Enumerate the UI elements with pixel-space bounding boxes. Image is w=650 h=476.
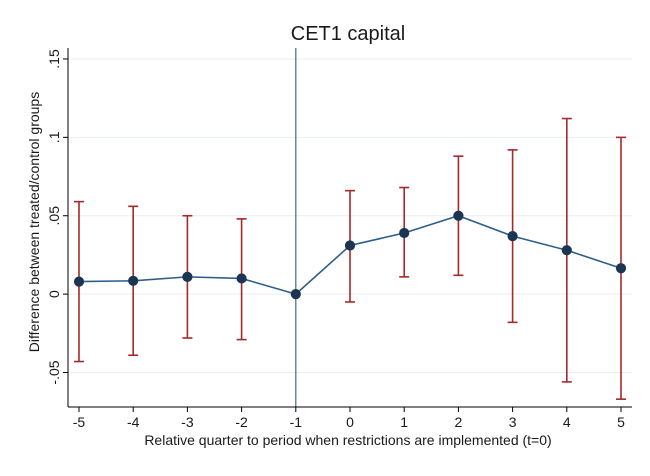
y-tick-label: .15 <box>46 49 62 69</box>
y-axis-title: Difference between treated/control group… <box>26 92 42 352</box>
data-point <box>453 210 464 221</box>
x-tick-label: 0 <box>346 414 354 430</box>
y-tick-label: .1 <box>46 131 62 143</box>
x-tick-label: 5 <box>617 414 625 430</box>
y-tick-label: -.05 <box>46 360 62 384</box>
error-bars <box>74 117 626 400</box>
x-tick-label: -4 <box>127 414 140 430</box>
data-point <box>128 275 139 286</box>
x-axis-title: Relative quarter to period when restrict… <box>144 432 551 448</box>
y-tick-label: 0 <box>46 290 62 298</box>
x-tick-label: 3 <box>509 414 517 430</box>
x-tick-label: -5 <box>73 414 86 430</box>
x-tick-label: -3 <box>181 414 194 430</box>
x-tick-label: -1 <box>290 414 303 430</box>
data-point <box>290 289 301 300</box>
data-point <box>73 276 85 287</box>
x-tick-label: -2 <box>235 414 248 430</box>
data-point <box>344 240 356 251</box>
y-ticks: -.05 0 .05 .1 .15 <box>46 49 68 385</box>
data-point <box>182 271 193 282</box>
x-tick-label: 4 <box>563 414 571 430</box>
data-point <box>507 231 518 242</box>
x-ticks: -5 -4 -3 -2 -1 0 1 2 3 4 5 <box>73 407 625 430</box>
x-tick-label: 1 <box>400 414 408 430</box>
series <box>73 210 627 300</box>
data-point <box>399 227 410 239</box>
x-tick-label: 2 <box>455 414 463 430</box>
y-tick-label: .05 <box>46 206 62 226</box>
chart-title: CET1 capital <box>291 23 406 45</box>
data-point <box>236 273 247 284</box>
data-point <box>615 263 627 274</box>
data-point <box>561 245 572 256</box>
